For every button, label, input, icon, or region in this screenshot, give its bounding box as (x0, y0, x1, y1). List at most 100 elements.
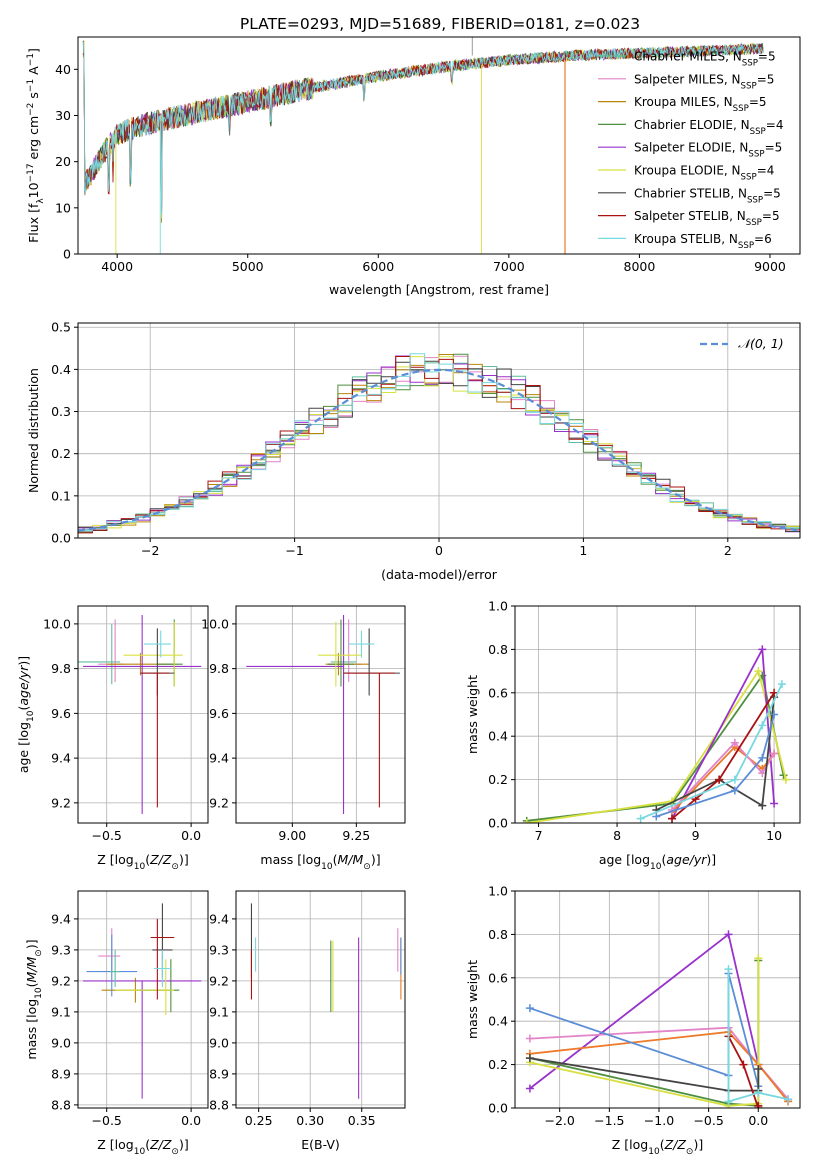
plot-area (246, 614, 400, 815)
y-tick-label: 9.4 (209, 911, 229, 926)
y-tick-label: 9.1 (51, 1004, 71, 1019)
x-tick-label: 0.0 (181, 828, 201, 843)
axes-frame (235, 605, 406, 824)
y-tick-label: 8.8 (51, 1097, 71, 1112)
axes-frame (77, 605, 209, 824)
legend-label: Chabrier STELIB, NSSP=5 (634, 186, 781, 205)
weight-marker (739, 1060, 748, 1069)
gaussian-curve (78, 368, 800, 532)
y-tick-label: 1.0 (488, 884, 508, 899)
legend-label: Kroupa STELIB, NSSP=6 (634, 232, 772, 251)
plot-area (522, 645, 790, 823)
legend-label: Chabrier ELODIE, NSSP=4 (634, 118, 783, 137)
y-tick-label: 8.8 (209, 1097, 229, 1112)
plot-area (525, 930, 793, 1108)
y-axis-label: Normed distribution (26, 368, 41, 493)
axes-frame (77, 890, 209, 1109)
x-tick-label: 0.0 (181, 1113, 201, 1128)
figure-title: PLATE=0293, MJD=51689, FIBERID=0181, z=0… (240, 15, 640, 33)
weight-marker (715, 775, 724, 784)
y-tick-label: 0.6 (488, 970, 508, 985)
y-tick-label: 9.1 (209, 1004, 229, 1019)
y-tick-label: 0.4 (488, 729, 508, 744)
x-tick-label: 9.00 (278, 828, 306, 843)
weight-line (656, 714, 775, 818)
weight-line (529, 1031, 789, 1103)
panel-3: 9.00 9.25 9.2 9.4 9.6 9.8 10.0 mass [log10(M/M⊙… (201, 605, 406, 872)
x-tick-label: 7000 (493, 259, 525, 274)
x-tick-label: 0.35 (348, 1113, 376, 1128)
y-tick-label: 10.0 (201, 616, 229, 631)
x-tick-label: 0 (435, 543, 443, 558)
x-axis-label: E(B-V) (301, 1137, 340, 1152)
weight-marker (770, 799, 779, 808)
y-tick-label: 9.2 (51, 795, 71, 810)
y-tick-label: 0.4 (488, 1014, 508, 1029)
plot-area (82, 37, 764, 254)
weight-line (640, 683, 783, 820)
weight-marker (758, 753, 767, 762)
weight-line (529, 1057, 760, 1092)
x-tick-label: 2 (724, 543, 732, 558)
y-tick-label: 0.8 (488, 927, 508, 942)
y-tick-label: 8.9 (51, 1066, 71, 1081)
weight-marker (724, 1097, 733, 1106)
weight-marker (724, 965, 733, 974)
panel-6: 0.25 0.30 0.35 8.8 8.9 9.0 9.1 9.2 9.3 9.4 E(B-V) (209, 890, 406, 1152)
weight-line (727, 969, 789, 1103)
plot-area (78, 614, 202, 815)
y-tick-label: 0.3 (51, 404, 71, 419)
x-tick-label: 5000 (232, 259, 264, 274)
panel-0: 4000 5000 6000 7000 8000 9000 0 10 20 30 40 Chabrie… (26, 36, 801, 297)
weight-line (655, 697, 775, 811)
y-tick-label: 40 (55, 62, 71, 77)
y-tick-label: 9.8 (209, 661, 229, 676)
y-tick-label: 9.2 (51, 973, 71, 988)
x-tick-label: 4000 (101, 259, 133, 274)
axes-frame (514, 890, 801, 1109)
weight-marker (770, 749, 779, 758)
legend-label: Salpeter ELODIE, NSSP=5 (634, 141, 782, 160)
weight-marker (525, 1084, 534, 1093)
axes-frame (235, 890, 406, 1109)
x-tick-label: −0.5 (92, 1113, 122, 1128)
axes-frame (514, 605, 801, 824)
y-tick-label: 9.2 (209, 973, 229, 988)
y-tick-label: 9.6 (209, 706, 229, 721)
weight-marker (758, 721, 767, 730)
x-tick-label: −1 (285, 543, 303, 558)
x-tick-label: 9 (692, 828, 700, 843)
y-tick-label: 1.0 (488, 599, 508, 614)
y-tick-label: 30 (55, 108, 71, 123)
y-tick-label: 9.3 (51, 942, 71, 957)
y-tick-label: 0.0 (488, 816, 508, 831)
x-axis-label: mass [log10(M/M⊙)] (260, 852, 380, 872)
panel-2: −0.5 0.0 9.2 9.4 9.6 9.8 10.0 Z [log10(Z/Z⊙)] ag… (16, 605, 209, 872)
y-tick-label: 0.1 (51, 488, 71, 503)
y-tick-label: 9.0 (51, 1035, 71, 1050)
x-tick-label: −0.5 (693, 1113, 723, 1128)
y-tick-label: 0.2 (488, 772, 508, 787)
x-axis-label: Z [log10(Z/Z⊙)] (97, 852, 188, 872)
y-tick-label: 0.2 (51, 446, 71, 461)
y-tick-label: 20 (55, 154, 71, 169)
x-tick-label: −2 (141, 543, 159, 558)
x-tick-label: −1.5 (594, 1113, 624, 1128)
plot-area (250, 903, 402, 1099)
x-tick-label: 0.30 (296, 1113, 324, 1128)
panel-5: −0.5 0.0 8.8 8.9 9.0 9.1 9.2 9.3 9.4 Z [log10(Z/Z… (24, 890, 209, 1157)
weight-marker (754, 667, 763, 676)
weight-marker (522, 819, 531, 823)
legend-label: Kroupa MILES, NSSP=5 (634, 95, 767, 114)
weight-line (529, 958, 760, 1107)
x-tick-label: 10 (766, 828, 782, 843)
y-tick-label: 9.3 (209, 942, 229, 957)
x-axis-label: wavelength [Angstrom, rest frame] (329, 282, 549, 297)
legend-label: 𝒩(0, 1) (738, 336, 784, 351)
x-axis-label: Z [log10(Z/Z⊙)] (97, 1137, 188, 1157)
weight-line (671, 692, 775, 820)
y-axis-label: mass [log10(M/M⊙)] (24, 939, 44, 1059)
weight-marker (781, 775, 790, 784)
weight-marker (770, 710, 779, 719)
panel-4: 7 8 9 10 0.0 0.2 0.4 0.6 0.8 1.0 age [log10(age/yr… (465, 599, 801, 872)
